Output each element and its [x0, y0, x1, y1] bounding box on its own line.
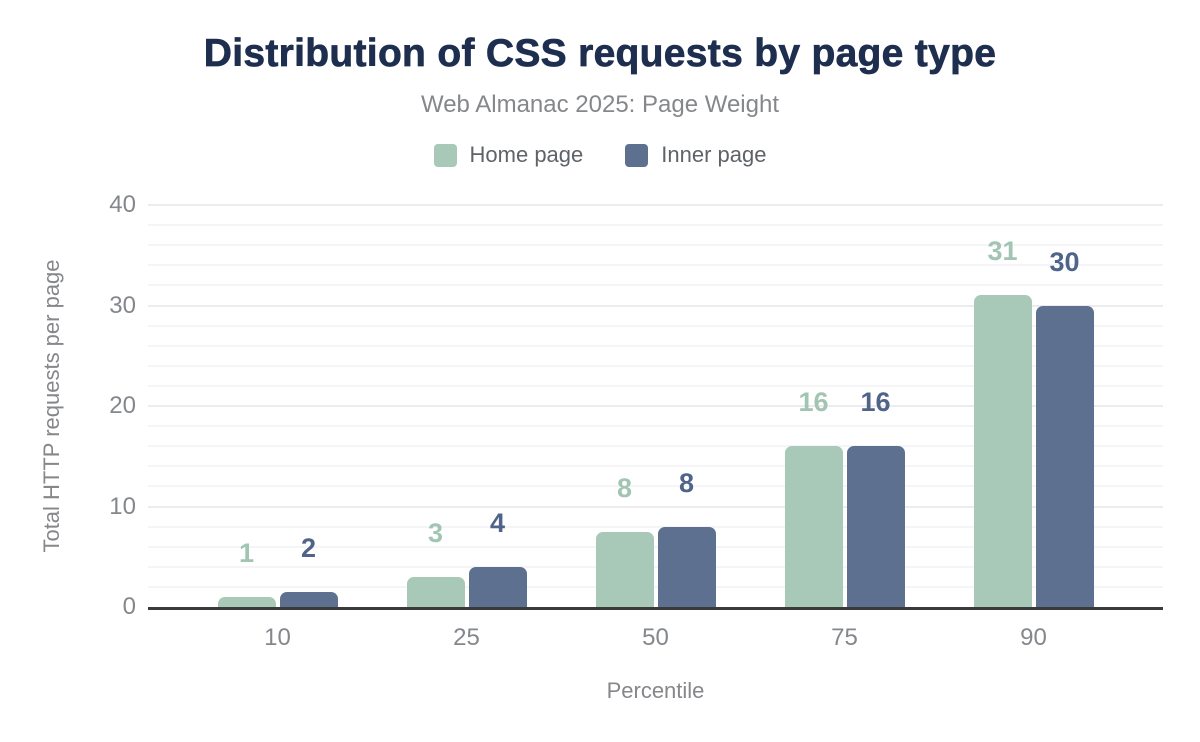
legend-swatch-inner-page-icon [625, 143, 649, 167]
gridline-minor-12 [148, 485, 1163, 488]
data-label-home-page-p90: 31 [987, 236, 1018, 267]
plot-area: 0 10 20 30 40 1 2 10 3 4 25 8 8 50 16 16 75 31 30 90 [109, 191, 1163, 651]
chart-title: Distribution of CSS requests by page typ… [203, 32, 997, 76]
bar-inner-page-p10: 2 [279, 534, 338, 607]
data-label-inner-page-p90: 30 [1049, 246, 1080, 277]
gridline-minor-26 [148, 344, 1163, 347]
legend-label-home-page: Home page [469, 142, 584, 167]
data-label-home-page-p25: 3 [427, 517, 444, 548]
legend-swatch-home-page-icon [433, 143, 457, 167]
gridline-minor-36 [148, 244, 1163, 247]
data-label-home-page-p75: 16 [798, 387, 829, 418]
y-tick-label-0: 0 [122, 593, 136, 620]
y-tick-label-10: 10 [109, 492, 136, 520]
legend-label-inner-page: Inner page [661, 142, 767, 167]
legend-item-home-page: Home page [433, 142, 584, 168]
gridline-minor-28 [148, 324, 1163, 327]
chart-subtitle: Web Almanac 2025: Page Weight [420, 91, 779, 118]
x-tick-label-10: 10 [264, 624, 291, 651]
x-axis-title: Percentile [606, 678, 705, 703]
bar-group-p75: 16 16 [784, 389, 905, 607]
gridline-minor-2 [148, 585, 1163, 588]
data-label-home-page-p50: 8 [616, 472, 633, 503]
bar-home-page-p50: 8 [595, 474, 654, 607]
gridline-major-40 [148, 204, 1163, 206]
x-tick-label-75: 75 [831, 624, 858, 651]
gridline-minor-14 [148, 465, 1163, 468]
bar-inner-page-p75: 16 [846, 389, 905, 607]
bar-home-page-p90: 31 [973, 238, 1032, 607]
data-label-inner-page-p25: 4 [489, 507, 506, 538]
y-tick-label-30: 30 [109, 291, 136, 319]
gridline-minor-32 [148, 284, 1163, 287]
gridline-minor-38 [148, 224, 1163, 227]
y-tick-label-40: 40 [109, 191, 136, 218]
data-label-inner-page-p50: 8 [678, 467, 695, 498]
gridline-minor-4 [148, 565, 1163, 568]
bar-inner-page-p25: 4 [468, 509, 527, 607]
gridline-minor-6 [148, 545, 1163, 548]
bar-home-page-p75: 16 [784, 389, 843, 607]
data-label-inner-page-p75: 16 [860, 387, 891, 418]
legend: Home page Inner page [0, 142, 1200, 168]
gridline-minor-18 [148, 425, 1163, 428]
y-tick-label-20: 20 [109, 392, 136, 419]
data-label-inner-page-p10: 2 [300, 532, 317, 563]
gridline-minor-8 [148, 525, 1163, 528]
gridline-major-20 [148, 405, 1163, 407]
gridline-minor-34 [148, 264, 1163, 267]
gridline-minor-16 [148, 445, 1163, 448]
gridline-major-10 [148, 505, 1163, 508]
gridline-minor-24 [148, 364, 1163, 367]
y-axis-title: Total HTTP requests per page [39, 259, 64, 553]
gridline-minor-22 [148, 384, 1163, 387]
x-tick-label-90: 90 [1020, 624, 1047, 651]
bar-home-page-p25: 3 [406, 519, 465, 607]
legend-item-inner-page: Inner page [625, 142, 766, 168]
bar-inner-page-p90: 30 [1035, 248, 1094, 607]
x-tick-label-50: 50 [642, 624, 669, 651]
bar-group-p90: 31 30 [973, 238, 1094, 607]
bar-home-page-p10: 1 [217, 539, 276, 607]
bar-inner-page-p50: 8 [657, 469, 716, 607]
gridline-major-30 [148, 304, 1163, 307]
data-label-home-page-p10: 1 [238, 537, 255, 568]
x-tick-label-25: 25 [453, 624, 480, 651]
